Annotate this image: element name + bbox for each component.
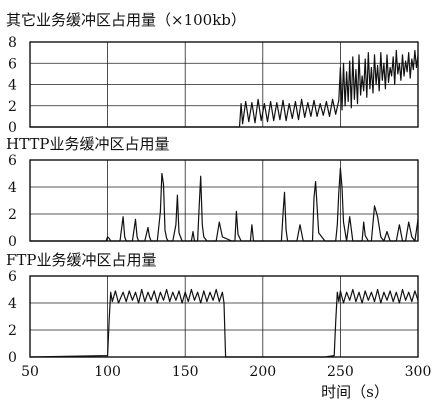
x-tick-label: 250: [327, 364, 354, 380]
panel-3-series-line: [29, 288, 419, 358]
x-tick-label: 200: [249, 364, 276, 380]
panel-3-ytick-label: 2: [8, 323, 17, 339]
panel-2-series-line: [30, 167, 419, 242]
x-axis-label: 时间（s）: [321, 383, 389, 401]
panel-1-ytick-label: 4: [8, 78, 17, 94]
panel-2-ytick-label: 6: [8, 153, 17, 169]
panel-1-ytick-label: 8: [8, 35, 17, 51]
panel-1-ytick-label: 0: [8, 120, 17, 136]
panel-3-ytick-label: 4: [8, 296, 17, 312]
x-tick-label: 100: [94, 364, 121, 380]
panel-1-title: 其它业务缓冲区占用量（×100kb）: [6, 11, 246, 29]
panel-3-ytick-label: 0: [8, 350, 17, 366]
panel-3-title: FTP业务缓冲区占用量: [6, 251, 157, 269]
panel-2-title: HTTP业务缓冲区占用量: [6, 135, 169, 153]
x-tick-label: 150: [172, 364, 199, 380]
panel-2-frame: [29, 159, 419, 242]
panel-2-ytick-label: 2: [8, 207, 17, 223]
panel-2-ytick-label: 0: [8, 234, 17, 250]
panel-3-ytick-label: 6: [8, 269, 17, 285]
panel-3-frame: [29, 275, 419, 358]
x-tick-label: 50: [21, 364, 39, 380]
panel-1-ytick-label: 6: [8, 56, 17, 72]
panel-1-series-line: [30, 49, 419, 128]
panel-1-ytick-label: 2: [8, 99, 17, 115]
x-tick-label: 300: [405, 364, 432, 380]
panel-2-ytick-label: 4: [8, 180, 17, 196]
